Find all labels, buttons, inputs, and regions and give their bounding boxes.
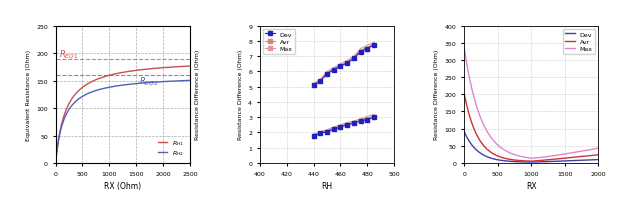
Avr [563,157,570,160]
X-axis label: RH: RH [321,181,333,190]
Dev [563,160,570,162]
Dev [542,161,550,163]
Dev [539,161,546,163]
Max [469,91,476,94]
Text: $R_{EQ2}$: $R_{EQ2}$ [139,75,158,87]
Text: $R_{EQ1}$: $R_{EQ1}$ [59,48,78,61]
Max [595,147,602,150]
Dev [595,159,602,161]
Dev [576,159,584,162]
Max [539,156,546,159]
Avr [595,154,602,156]
Legend: Dev, Avr, Max: Dev, Avr, Max [263,30,296,54]
Line: Dev: Dev [465,133,598,162]
Max [461,49,468,51]
Max [542,156,550,158]
Max [576,151,584,153]
Legend: Dev, Avr, Max: Dev, Avr, Max [563,30,595,54]
Dev [461,131,468,134]
Avr [542,159,550,161]
Avr [576,156,584,158]
Avr [461,94,468,96]
X-axis label: RX (Ohm): RX (Ohm) [104,181,141,190]
Dev [528,161,535,164]
Line: Avr: Avr [465,95,598,161]
Dev [469,145,476,147]
Line: Max: Max [465,50,598,158]
Dev [546,161,553,163]
Y-axis label: Resistance Difference (Ohm): Resistance Difference (Ohm) [434,50,439,140]
Avr [469,124,476,127]
Avr [528,160,535,163]
Y-axis label: Resistance Difference (Ohm): Resistance Difference (Ohm) [238,50,242,140]
Y-axis label: Resistance Difference (Ohm): Resistance Difference (Ohm) [196,50,201,140]
Avr [539,159,546,162]
X-axis label: RX: RX [526,181,537,190]
Max [563,153,570,155]
Max [528,157,535,160]
Legend: $R_{H1}$, $R_{H2}$: $R_{H1}$, $R_{H2}$ [155,135,187,160]
Avr [546,159,553,161]
Y-axis label: Equivalent Resistance (Ohm): Equivalent Resistance (Ohm) [25,50,31,140]
Max [546,155,553,158]
